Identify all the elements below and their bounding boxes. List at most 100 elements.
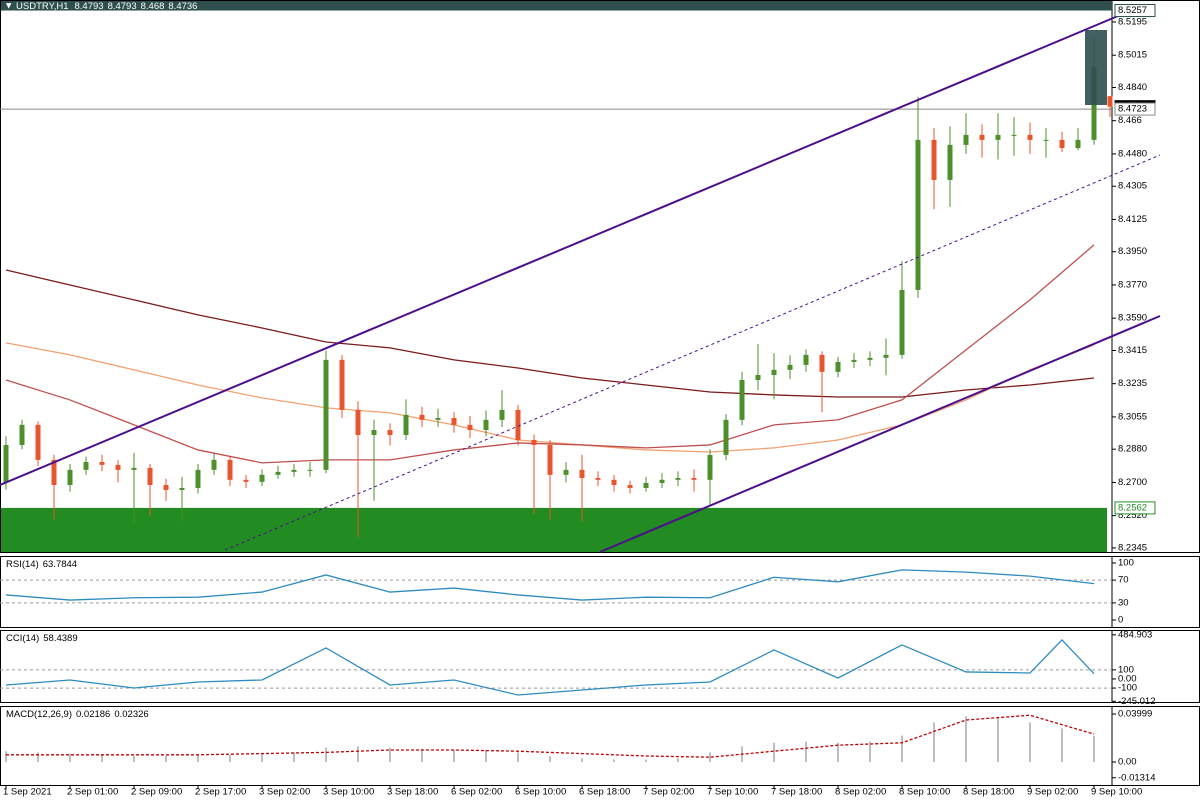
y-tick-label: 100 bbox=[1118, 664, 1134, 675]
moving-average bbox=[5, 269, 1095, 398]
y-tick-label: 0.00 bbox=[1118, 673, 1137, 684]
x-tick-label: 6 Sep 18:00 bbox=[579, 787, 630, 798]
candle-body bbox=[211, 459, 217, 470]
candle-body bbox=[835, 361, 841, 372]
candle-body bbox=[435, 418, 441, 420]
candle-body bbox=[707, 454, 713, 480]
candle-body bbox=[1043, 139, 1049, 141]
candle-body bbox=[611, 479, 617, 486]
candle-body bbox=[819, 354, 825, 372]
candle-body bbox=[947, 144, 953, 180]
rsi-last: 63.7844 bbox=[43, 559, 77, 570]
x-tick-label: 3 Sep 18:00 bbox=[387, 787, 438, 798]
candle-body bbox=[787, 364, 793, 370]
y-tick-label: 8.3055 bbox=[1118, 411, 1147, 422]
candle-body bbox=[51, 459, 57, 486]
candle-body bbox=[883, 354, 889, 358]
candle-body bbox=[99, 461, 105, 465]
y-tick-label: 8.3770 bbox=[1118, 279, 1147, 290]
candle-body bbox=[979, 134, 985, 140]
candle-body bbox=[803, 354, 809, 365]
candle-body bbox=[1075, 139, 1081, 149]
y-tick-label: 8.3950 bbox=[1118, 246, 1147, 257]
candle-body bbox=[147, 467, 153, 486]
candle-body bbox=[451, 418, 457, 425]
candle-body bbox=[291, 469, 297, 472]
candle-body bbox=[323, 359, 329, 470]
candle-body bbox=[275, 471, 281, 475]
candle-body bbox=[579, 469, 585, 478]
x-tick-label: 9 Sep 02:00 bbox=[1027, 787, 1078, 798]
y-tick-label: 8.4840 bbox=[1118, 82, 1147, 93]
rsi-header: RSI(14) 63.7844 bbox=[6, 559, 77, 570]
candle-body bbox=[675, 477, 681, 480]
candle-body bbox=[931, 139, 937, 180]
price-label: 8.4723 bbox=[1118, 104, 1147, 115]
y-tick-label: 8.4305 bbox=[1118, 181, 1147, 192]
candle-body bbox=[483, 419, 489, 431]
price-label: 8.5257 bbox=[1118, 5, 1147, 16]
candle-body bbox=[387, 430, 393, 435]
y-tick-label: 70 bbox=[1118, 575, 1129, 586]
y-tick-label: 8.3415 bbox=[1118, 345, 1147, 356]
candle-body bbox=[115, 464, 121, 470]
channel-upper bbox=[0, 15, 1119, 486]
signal-last: 0.02326 bbox=[114, 709, 148, 720]
x-tick-label: 1 Sep 2021 bbox=[3, 787, 52, 798]
rsi-name: RSI(14) bbox=[6, 559, 39, 570]
x-tick-label: 6 Sep 10:00 bbox=[515, 787, 566, 798]
candle-body bbox=[19, 424, 25, 445]
channel-lower bbox=[599, 315, 1161, 553]
y-tick-label: 8.2880 bbox=[1118, 444, 1147, 455]
front-layer: 8.5195 8.5015 8.4840 8.466 8.4480 8.4305 8.412… bbox=[3, 4, 1156, 798]
candle-body bbox=[1011, 134, 1017, 136]
last-low: 8.468 bbox=[141, 1, 165, 12]
x-tick-label: 9 Sep 10:00 bbox=[1091, 787, 1142, 798]
y-tick-label: 484.903 bbox=[1118, 629, 1152, 640]
last-open: 8.4793 bbox=[75, 1, 104, 12]
symbol: USDTRY,H1 bbox=[16, 1, 68, 12]
candle-body bbox=[259, 474, 265, 482]
candle-body bbox=[195, 469, 201, 488]
candle-body bbox=[179, 487, 185, 490]
x-tick-label: 8 Sep 02:00 bbox=[835, 787, 886, 798]
candle-body bbox=[163, 485, 169, 490]
candle-body bbox=[339, 359, 345, 410]
plot-layer bbox=[0, 0, 1200, 786]
macd-header: MACD(12,26,9) 0.02186 0.02326 bbox=[6, 709, 149, 720]
y-tick-label: 100 bbox=[1118, 558, 1134, 569]
y-tick-label: 8.5015 bbox=[1118, 50, 1147, 61]
channel-mid bbox=[224, 154, 1161, 551]
candle-body bbox=[739, 379, 745, 420]
price-label-box bbox=[1114, 102, 1156, 116]
candle-body bbox=[67, 469, 73, 486]
candle-body bbox=[227, 459, 233, 480]
candle-body bbox=[691, 477, 697, 480]
candle-body bbox=[499, 409, 505, 420]
cci-name: CCI(14) bbox=[6, 633, 39, 644]
candle-body bbox=[963, 134, 969, 145]
candle-body bbox=[1027, 134, 1033, 140]
candle-body bbox=[899, 289, 905, 355]
y-tick-label: 8.4125 bbox=[1118, 214, 1147, 225]
candle-body bbox=[595, 477, 601, 480]
candle-body bbox=[659, 479, 665, 483]
candle-body bbox=[467, 424, 473, 431]
candle-body bbox=[419, 414, 425, 420]
candle-body bbox=[1059, 139, 1065, 149]
price-label-box bbox=[1114, 4, 1156, 18]
y-tick-label: 8.4480 bbox=[1118, 148, 1147, 159]
x-tick-label: 2 Sep 01:00 bbox=[67, 787, 118, 798]
y-tick-label: 0 bbox=[1118, 615, 1123, 626]
signal-line bbox=[6, 714, 1095, 758]
x-tick-label: 6 Sep 02:00 bbox=[451, 787, 502, 798]
candle-body bbox=[915, 139, 921, 290]
range-box bbox=[1085, 30, 1107, 105]
y-tick-label: 0.03999 bbox=[1118, 709, 1152, 720]
x-tick-label: 3 Sep 10:00 bbox=[323, 787, 374, 798]
y-tick-label: 8.3590 bbox=[1118, 313, 1147, 324]
price-label: 8.2562 bbox=[1118, 502, 1147, 513]
candle-body bbox=[851, 359, 857, 362]
